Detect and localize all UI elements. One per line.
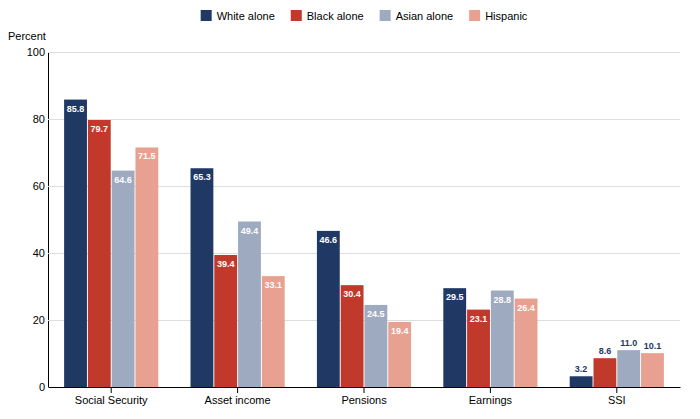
y-label: Percent — [8, 30, 46, 42]
x-tick-label: Earnings — [469, 394, 513, 406]
legend-label: Hispanic — [485, 10, 528, 22]
data-label: 33.1 — [265, 280, 283, 290]
legend-swatch — [380, 10, 391, 21]
y-axis: 0 20 40 60 80 100 — [27, 46, 680, 393]
tick-mark — [111, 387, 112, 393]
data-label: 26.4 — [517, 303, 535, 313]
bar — [641, 353, 664, 387]
data-label: 8.6 — [599, 346, 612, 356]
bar — [515, 299, 538, 387]
bar — [88, 120, 111, 387]
data-label: 39.4 — [217, 259, 235, 269]
tick-mark — [364, 387, 365, 393]
data-label: 71.5 — [138, 151, 156, 161]
tick-mark — [490, 387, 491, 393]
data-label: 3.2 — [575, 364, 588, 374]
bar — [467, 310, 490, 387]
data-label: 28.8 — [494, 295, 512, 305]
legend-label: Asian alone — [396, 10, 454, 22]
bar — [64, 100, 87, 387]
data-label: 85.8 — [67, 104, 85, 114]
bar — [364, 305, 387, 387]
x-axis: Social Security Asset income Pensions Earni… — [49, 387, 681, 406]
data-label: 19.4 — [391, 326, 409, 336]
data-label: 10.1 — [644, 341, 662, 351]
bar — [593, 358, 616, 387]
y-axis-line — [49, 53, 681, 388]
legend-item: Asian alone — [380, 10, 454, 22]
data-label: 79.7 — [91, 124, 109, 134]
y-tick: 100 — [27, 46, 680, 58]
y-tick-label: 20 — [33, 314, 45, 326]
background — [0, 0, 700, 419]
bar — [388, 322, 411, 387]
legend-swatch — [201, 10, 212, 21]
data-label: 11.0 — [620, 338, 637, 348]
bar — [112, 171, 135, 387]
data-label: 24.5 — [367, 309, 385, 319]
y-tick-label: 100 — [27, 46, 45, 58]
x-tick-label: Asset income — [205, 394, 271, 406]
x-tick: Asset income — [205, 387, 271, 406]
bars — [64, 100, 664, 387]
tick-mark — [616, 387, 617, 393]
legend-swatch — [469, 10, 480, 21]
y-tick-label: 60 — [33, 180, 45, 192]
tick-mark — [237, 387, 238, 393]
grid-line — [48, 119, 680, 120]
bar — [617, 350, 640, 387]
data-label: 49.4 — [241, 226, 259, 236]
bar — [570, 376, 593, 387]
data-label: 64.6 — [114, 175, 132, 185]
chart: 0 20 40 60 80 100 Social Security Asset income P… — [0, 0, 700, 419]
legend-swatch — [291, 10, 302, 21]
x-tick-label: Social Security — [75, 394, 148, 406]
legend-label: Black alone — [307, 10, 364, 22]
data-label: 23.1 — [470, 314, 488, 324]
y-tick-label: 40 — [33, 247, 45, 259]
legend-item: White alone — [201, 10, 275, 22]
y-tick-label: 0 — [39, 381, 45, 393]
data-label: 65.3 — [193, 172, 211, 182]
x-tick-label: Pensions — [341, 394, 387, 406]
x-tick: SSI — [608, 387, 626, 406]
bar — [317, 231, 340, 387]
bar — [214, 255, 237, 387]
bar — [135, 147, 158, 387]
legend: White alone Black alone Asian alone Hispani… — [201, 10, 528, 22]
bar — [191, 168, 214, 387]
grid-line — [48, 52, 680, 53]
x-tick: Social Security — [75, 387, 148, 406]
bar — [341, 285, 364, 387]
legend-item: Hispanic — [469, 10, 528, 22]
y-tick-label: 80 — [33, 113, 45, 125]
bar — [262, 276, 285, 387]
x-tick-label: SSI — [608, 394, 626, 406]
legend-label: White alone — [217, 10, 275, 22]
bar — [238, 222, 261, 387]
bar — [491, 291, 514, 387]
data-label: 46.6 — [320, 235, 338, 245]
bar — [443, 288, 466, 387]
data-labels: 85.8 65.3 46.6 29.5 3.2 79.7 39.4 30.4 23.1 8.6 64… — [67, 104, 661, 375]
legend-item: Black alone — [291, 10, 364, 22]
x-tick: Earnings — [469, 387, 513, 406]
data-label: 30.4 — [343, 289, 361, 299]
data-label: 29.5 — [446, 292, 464, 302]
x-tick: Pensions — [341, 387, 387, 406]
y-tick: 80 — [33, 113, 680, 125]
